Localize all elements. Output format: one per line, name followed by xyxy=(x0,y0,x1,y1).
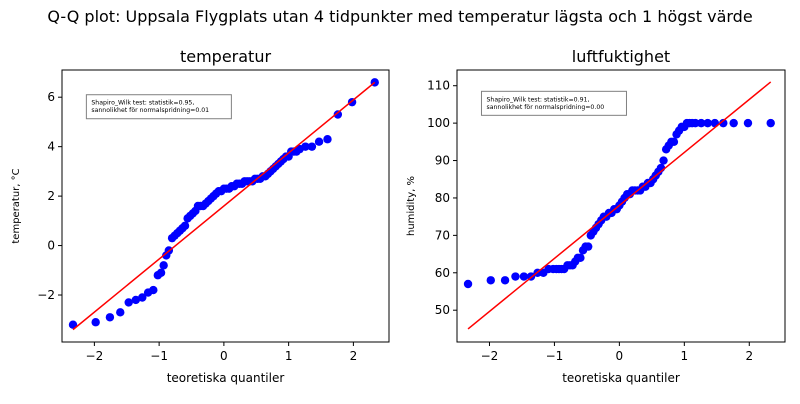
data-point xyxy=(333,110,343,119)
data-point xyxy=(116,308,125,317)
x-tick-label: −1 xyxy=(150,349,168,363)
data-point xyxy=(131,295,141,305)
temperatur-ylabel: temperatur, °C xyxy=(11,168,22,243)
data-point xyxy=(307,142,317,151)
data-point xyxy=(91,318,100,327)
y-tick-label: 4 xyxy=(47,140,55,154)
data-point xyxy=(124,298,133,307)
temperatur-stats-line: sannolikhet för normalspridning=0.01 xyxy=(91,107,209,114)
y-tick-label: 100 xyxy=(427,116,450,130)
x-tick-label: −2 xyxy=(481,349,499,363)
luftfuktighet-stats-box xyxy=(480,90,627,116)
x-tick-label: 2 xyxy=(350,349,358,363)
luftfuktighet-axes-frame xyxy=(456,69,786,343)
y-tick-label: 2 xyxy=(47,189,55,203)
luftfuktighet-stats-line: sannolikhet för normalspridning=0.00 xyxy=(486,104,604,111)
data-point xyxy=(314,137,324,146)
y-tick-label: 90 xyxy=(435,154,450,168)
luftfuktighet-points xyxy=(463,118,775,289)
y-tick-label: 0 xyxy=(47,239,55,253)
data-point xyxy=(669,137,679,147)
data-point xyxy=(180,221,190,230)
x-tick-label: 1 xyxy=(681,349,689,363)
data-point xyxy=(519,272,529,281)
x-tick-label: 0 xyxy=(220,349,228,363)
data-point xyxy=(323,135,332,144)
data-point xyxy=(743,118,753,128)
data-point xyxy=(500,276,510,285)
luftfuktighet-xlabel: teoretiska quantiler xyxy=(562,371,680,385)
data-point xyxy=(576,253,585,263)
data-point xyxy=(766,118,775,128)
y-tick-label: 60 xyxy=(435,266,450,280)
suptitle: Q-Q plot: Uppsala Flygplats utan 4 tidpu… xyxy=(47,7,752,26)
y-tick-label: 6 xyxy=(47,90,55,104)
panel-temperatur: temperatur −2 −1 0 1 2 −2 0 2 4 6 teoretiska quanti… xyxy=(11,47,390,385)
panel-luftfuktighet: luftfuktighet −2 −1 0 1 2 50 60 70 80 90 100 110 teor… xyxy=(406,47,786,385)
temperatur-stats-line: Shapiro_Wilk test: statistik=0.95, xyxy=(91,100,194,107)
x-tick-label: −1 xyxy=(546,349,564,363)
temperatur-title: temperatur xyxy=(180,47,272,66)
data-point xyxy=(138,293,147,302)
x-tick-label: 1 xyxy=(285,349,293,363)
data-point xyxy=(729,118,738,128)
data-point xyxy=(697,118,706,128)
x-tick-label: 2 xyxy=(745,349,753,363)
data-point xyxy=(719,118,728,128)
luftfuktighet-ylabel: humidity, % xyxy=(406,176,417,236)
y-tick-label: 50 xyxy=(435,303,450,317)
data-point xyxy=(703,118,712,128)
temperatur-stats-box xyxy=(85,94,232,120)
luftfuktighet-stats-line: Shapiro_Wilk test: statistik=0.91, xyxy=(486,96,589,103)
luftfuktighet-title: luftfuktighet xyxy=(572,47,670,66)
data-point xyxy=(301,142,310,151)
data-point xyxy=(159,261,168,270)
luftfuktighet-fit-line xyxy=(467,81,772,330)
data-point xyxy=(691,118,700,128)
y-tick-label: 80 xyxy=(435,191,450,205)
y-tick-label: 110 xyxy=(427,79,450,93)
y-tick-label: 70 xyxy=(435,228,450,242)
x-tick-label: 0 xyxy=(616,349,624,363)
data-point xyxy=(584,242,593,251)
x-tick-label: −2 xyxy=(86,349,104,363)
data-point xyxy=(149,285,158,295)
data-point xyxy=(659,156,668,165)
data-point xyxy=(511,272,520,281)
temperatur-xlabel: teoretiska quantiler xyxy=(167,371,285,385)
temperatur-axes-frame xyxy=(61,69,390,343)
data-point xyxy=(68,320,78,329)
data-point xyxy=(486,276,495,285)
data-point xyxy=(463,279,473,289)
data-point xyxy=(156,268,166,277)
data-point xyxy=(105,313,115,322)
y-tick-label: −2 xyxy=(37,288,55,302)
temperatur-fit-line xyxy=(72,81,376,331)
